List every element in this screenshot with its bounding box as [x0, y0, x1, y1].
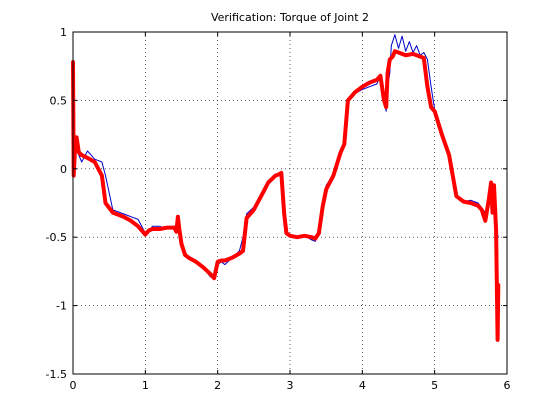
x-tick-label: 2	[214, 379, 221, 392]
series-line-red	[71, 49, 501, 342]
x-tick-label: 1	[142, 379, 149, 392]
y-tick-label: -1.5	[46, 368, 67, 381]
plot-area	[73, 32, 507, 374]
chart-title: Verification: Torque of Joint 2	[211, 11, 369, 24]
y-tick-label: 1	[60, 26, 67, 39]
y-tick-label: 0.5	[50, 94, 68, 107]
y-tick-label: -0.5	[46, 231, 67, 244]
x-tick-label: 6	[504, 379, 511, 392]
series-layer	[71, 34, 501, 342]
x-tick-label: 4	[359, 379, 366, 392]
x-tick-label: 0	[70, 379, 77, 392]
y-tick-label: 0	[60, 163, 67, 176]
x-tick-label: 5	[431, 379, 438, 392]
x-tick-label: 3	[287, 379, 294, 392]
axis-ticks: 0 1 2 3 4 5 6 1 0.5 0 -0.5 -1 -1.5	[46, 26, 511, 392]
y-tick-label: -1	[56, 300, 67, 313]
